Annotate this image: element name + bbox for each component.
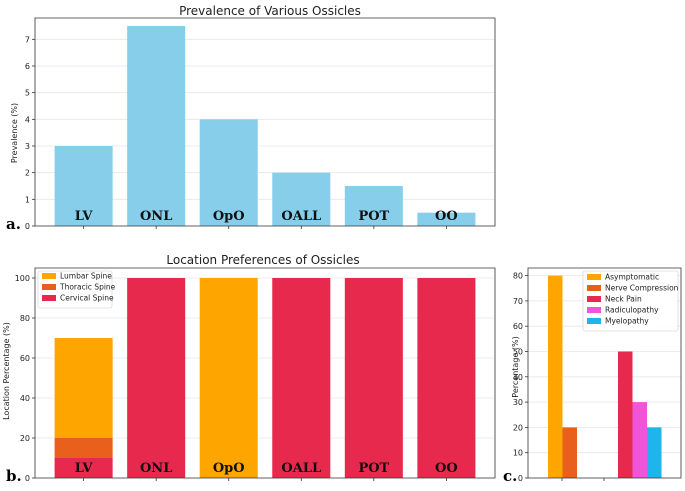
chart-a-bar-label: LV	[75, 209, 94, 224]
chart-b-bar-OO-cervical-spine	[417, 278, 476, 478]
chart-b-bar-ONL-cervical-spine	[127, 278, 186, 478]
chart-c-legend-label: Myelopathy	[605, 317, 649, 326]
chart-a-bar-label: ONL	[140, 209, 172, 224]
chart-c-ytick-label: 10	[513, 449, 523, 458]
chart-c-bar-neck-pain	[618, 351, 633, 478]
chart-a-ytick-label: 5	[25, 89, 30, 98]
chart-b-ytick-label: 80	[20, 314, 30, 323]
chart-a-bar-OO	[417, 212, 476, 226]
chart-c-ylabel: Percentage (%)	[511, 336, 520, 397]
chart-a-bar-label: OALL	[281, 209, 321, 224]
chart-a-ytick-label: 6	[25, 62, 30, 71]
chart-b-legend-swatch	[42, 295, 56, 301]
chart-b-bar-LV-thoracic-spine	[54, 438, 113, 458]
chart-b-legend-box	[37, 270, 113, 309]
chart-b-bar-OALL-cervical-spine	[272, 278, 331, 478]
chart-a-ylabel: Prevalence (%)	[10, 103, 19, 163]
chart-c-legend-box	[582, 270, 679, 332]
chart-b-frame	[34, 267, 496, 479]
chart-c-legend-swatch	[587, 318, 601, 324]
chart-b-bar-label: OpO	[213, 461, 245, 476]
chart-c-legend-swatch	[587, 285, 601, 291]
chart-a-bar-label: POT	[358, 209, 389, 224]
chart-b-legend-label: Cervical Spine	[60, 294, 114, 303]
chart-b-title: Location Preferences of Ossicles	[166, 253, 359, 267]
chart-b-bar-OpO-lumbar-spine	[199, 278, 258, 478]
chart-a-ytick-label: 2	[25, 169, 30, 178]
chart-b-ytick-label: 20	[20, 434, 30, 443]
chart-c-ytick-label: 30	[513, 398, 523, 407]
chart-a-frame	[34, 17, 496, 227]
chart-a-bar-OpO	[199, 119, 258, 226]
chart-c-bar-radiculopathy	[632, 402, 647, 478]
chart-b-legend-swatch	[42, 273, 56, 279]
chart-b-panel-label: b.	[6, 467, 22, 485]
chart-b-ytick-label: 40	[20, 394, 30, 403]
chart-b-bar-label: OALL	[281, 461, 321, 476]
chart-c-legend-swatch	[587, 296, 601, 302]
chart-a-ytick-label: 0	[25, 222, 30, 231]
chart-a-bar-ONL	[127, 26, 186, 226]
chart-b-bar-label: ONL	[140, 461, 172, 476]
chart-c-ytick-label: 60	[513, 322, 523, 331]
chart-b-bar-label: OO	[435, 461, 458, 476]
chart-b-ytick-label: 60	[20, 354, 30, 363]
chart-c-panel-label: c.	[503, 467, 517, 485]
chart-a-ytick-label: 7	[25, 35, 30, 44]
chart-b-ytick-label: 100	[15, 274, 30, 283]
chart-c-legend: Asymptomatic Nerve Compression Neck Pain Ra…	[582, 270, 679, 332]
chart-c-legend-label: Neck Pain	[605, 295, 642, 304]
chart-b-bar-LV-cervical-spine	[54, 458, 113, 478]
chart-b-legend-label: Lumbar Spine	[60, 272, 112, 281]
chart-b-legend: Lumbar Spine Thoracic Spine Cervical Spine	[37, 270, 116, 309]
chart-b-bar-label: POT	[358, 461, 389, 476]
chart-b-ytick-label: 0	[25, 474, 30, 483]
chart-a-title: Prevalence of Various Ossicles	[179, 4, 361, 18]
chart-a-bar-label: OpO	[213, 209, 245, 224]
chart-c-ytick-label: 40	[513, 373, 523, 382]
chart-c-ytick-label: 80	[513, 272, 523, 281]
chart-c-frame	[527, 267, 682, 479]
chart-a-panel-label: a.	[6, 215, 21, 233]
chart-c-legend-label: Radiculopathy	[605, 306, 659, 315]
chart-c-legend-swatch	[587, 274, 601, 280]
chart-c-legend-swatch	[587, 307, 601, 313]
chart-b-ylabel: Location Percentage (%)	[2, 322, 11, 420]
prevalence-chart: Prevalence of Various Ossicles Prevalenc…	[6, 4, 496, 233]
chart-a-bar-OALL	[272, 172, 331, 226]
chart-b-legend-swatch	[42, 284, 56, 290]
chart-a-bar-LV	[54, 146, 113, 226]
chart-b-bar-label: LV	[75, 461, 94, 476]
chart-c-legend-label: Nerve Compression	[605, 284, 679, 293]
chart-c-ytick-label: 70	[513, 297, 523, 306]
chart-a-ytick-label: 3	[25, 142, 30, 151]
chart-a-ytick-label: 4	[25, 115, 30, 124]
chart-a-ytick-label: 1	[25, 195, 30, 204]
chart-c-ytick-label: 20	[513, 423, 523, 432]
chart-c-legend-label: Asymptomatic	[605, 273, 659, 282]
chart-c-ytick-label: 0	[518, 474, 523, 483]
chart-b-bar-LV-lumbar-spine	[54, 338, 113, 438]
chart-c-ytick-label: 50	[513, 347, 523, 356]
chart-c-bar-nerve-compression	[562, 427, 577, 478]
symptoms-chart: Percentage (%) c. 0 10 20 30 40 50 60 70 80 Asym…	[503, 267, 682, 485]
chart-a-bar-label: OO	[435, 209, 458, 224]
location-chart: Location Preferences of Ossicles Locatio…	[2, 253, 496, 485]
chart-c-bar-asymptomatic	[548, 275, 563, 478]
chart-c-bar-myelopathy	[647, 427, 662, 478]
chart-b-bar-POT-cervical-spine	[344, 278, 403, 478]
chart-a-bar-POT	[344, 186, 403, 226]
chart-b-legend-label: Thoracic Spine	[59, 283, 116, 292]
